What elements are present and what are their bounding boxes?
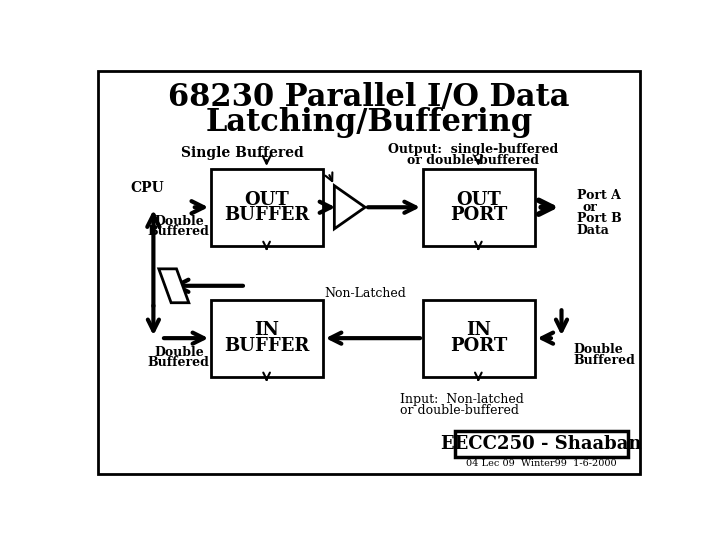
Text: CPU: CPU xyxy=(130,181,164,195)
Text: IN: IN xyxy=(466,321,491,340)
Text: Buffered: Buffered xyxy=(148,225,210,238)
Polygon shape xyxy=(159,269,189,303)
Text: PORT: PORT xyxy=(450,206,507,224)
Text: OUT: OUT xyxy=(456,191,500,208)
Text: Double: Double xyxy=(154,346,204,359)
Polygon shape xyxy=(334,186,365,229)
Bar xyxy=(455,430,629,457)
Text: Buffered: Buffered xyxy=(148,356,210,369)
Text: BUFFER: BUFFER xyxy=(224,206,310,224)
Text: Input:  Non-latched: Input: Non-latched xyxy=(400,393,523,406)
Bar xyxy=(423,300,534,377)
Bar xyxy=(211,168,323,246)
Text: OUT: OUT xyxy=(244,191,289,208)
Bar xyxy=(211,300,323,377)
Text: Output:  single-buffered: Output: single-buffered xyxy=(388,143,558,156)
Text: PORT: PORT xyxy=(450,337,507,355)
Text: Non-Latched: Non-Latched xyxy=(324,287,406,300)
Text: EECC250 - Shaaban: EECC250 - Shaaban xyxy=(441,435,642,453)
Text: IN: IN xyxy=(254,321,279,340)
Text: Port A: Port A xyxy=(577,189,621,202)
Text: Double: Double xyxy=(573,343,623,356)
Text: Single Buffered: Single Buffered xyxy=(181,146,303,160)
Text: Port B: Port B xyxy=(577,212,621,225)
Text: BUFFER: BUFFER xyxy=(224,337,310,355)
Text: or double-buffered: or double-buffered xyxy=(400,404,519,417)
Text: or double-buffered: or double-buffered xyxy=(407,154,539,167)
Bar xyxy=(423,168,534,246)
Text: or: or xyxy=(582,201,597,214)
Text: 04 Lec 09  Winter99  1-6-2000: 04 Lec 09 Winter99 1-6-2000 xyxy=(466,459,617,468)
Text: Latching/Buffering: Latching/Buffering xyxy=(205,107,533,138)
Text: Double: Double xyxy=(154,214,204,228)
Text: 68230 Parallel I/O Data: 68230 Parallel I/O Data xyxy=(168,82,570,113)
Text: Data: Data xyxy=(577,224,610,237)
Text: Buffered: Buffered xyxy=(573,354,635,367)
